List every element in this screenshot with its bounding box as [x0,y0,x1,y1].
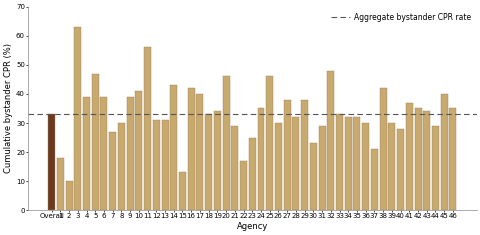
Bar [414,109,420,210]
Bar [214,111,220,210]
Bar [48,114,55,210]
Bar [336,114,342,210]
Bar [135,91,142,210]
Bar [326,71,334,210]
Bar [248,137,255,210]
Bar [83,97,90,210]
Bar [126,97,133,210]
Legend: Aggregate bystander CPR rate: Aggregate bystander CPR rate [328,11,472,24]
Bar [405,103,412,210]
Bar [283,100,290,210]
Bar [266,76,273,210]
Bar [57,158,64,210]
Bar [161,120,168,210]
Bar [257,109,264,210]
Y-axis label: Cumulative bystander CPR (%): Cumulative bystander CPR (%) [4,43,13,173]
Bar [431,126,438,210]
Bar [74,27,81,210]
Bar [118,123,125,210]
Bar [396,129,403,210]
Bar [240,161,247,210]
Bar [379,88,386,210]
Bar [100,97,107,210]
Bar [231,126,238,210]
Bar [422,111,429,210]
Bar [353,117,360,210]
Bar [196,94,203,210]
Bar [179,172,186,210]
Bar [144,47,151,210]
Bar [387,123,395,210]
Bar [92,74,98,210]
Bar [448,109,456,210]
Bar [440,94,447,210]
Bar [361,123,369,210]
Bar [300,100,308,210]
Bar [205,114,212,210]
Bar [370,149,377,210]
Bar [222,76,229,210]
X-axis label: Agency: Agency [236,222,267,231]
Bar [187,88,194,210]
Bar [344,117,351,210]
Bar [170,85,177,210]
Bar [153,120,159,210]
Bar [318,126,325,210]
Bar [275,123,281,210]
Bar [65,181,72,210]
Bar [292,117,299,210]
Bar [309,143,316,210]
Bar [109,132,116,210]
